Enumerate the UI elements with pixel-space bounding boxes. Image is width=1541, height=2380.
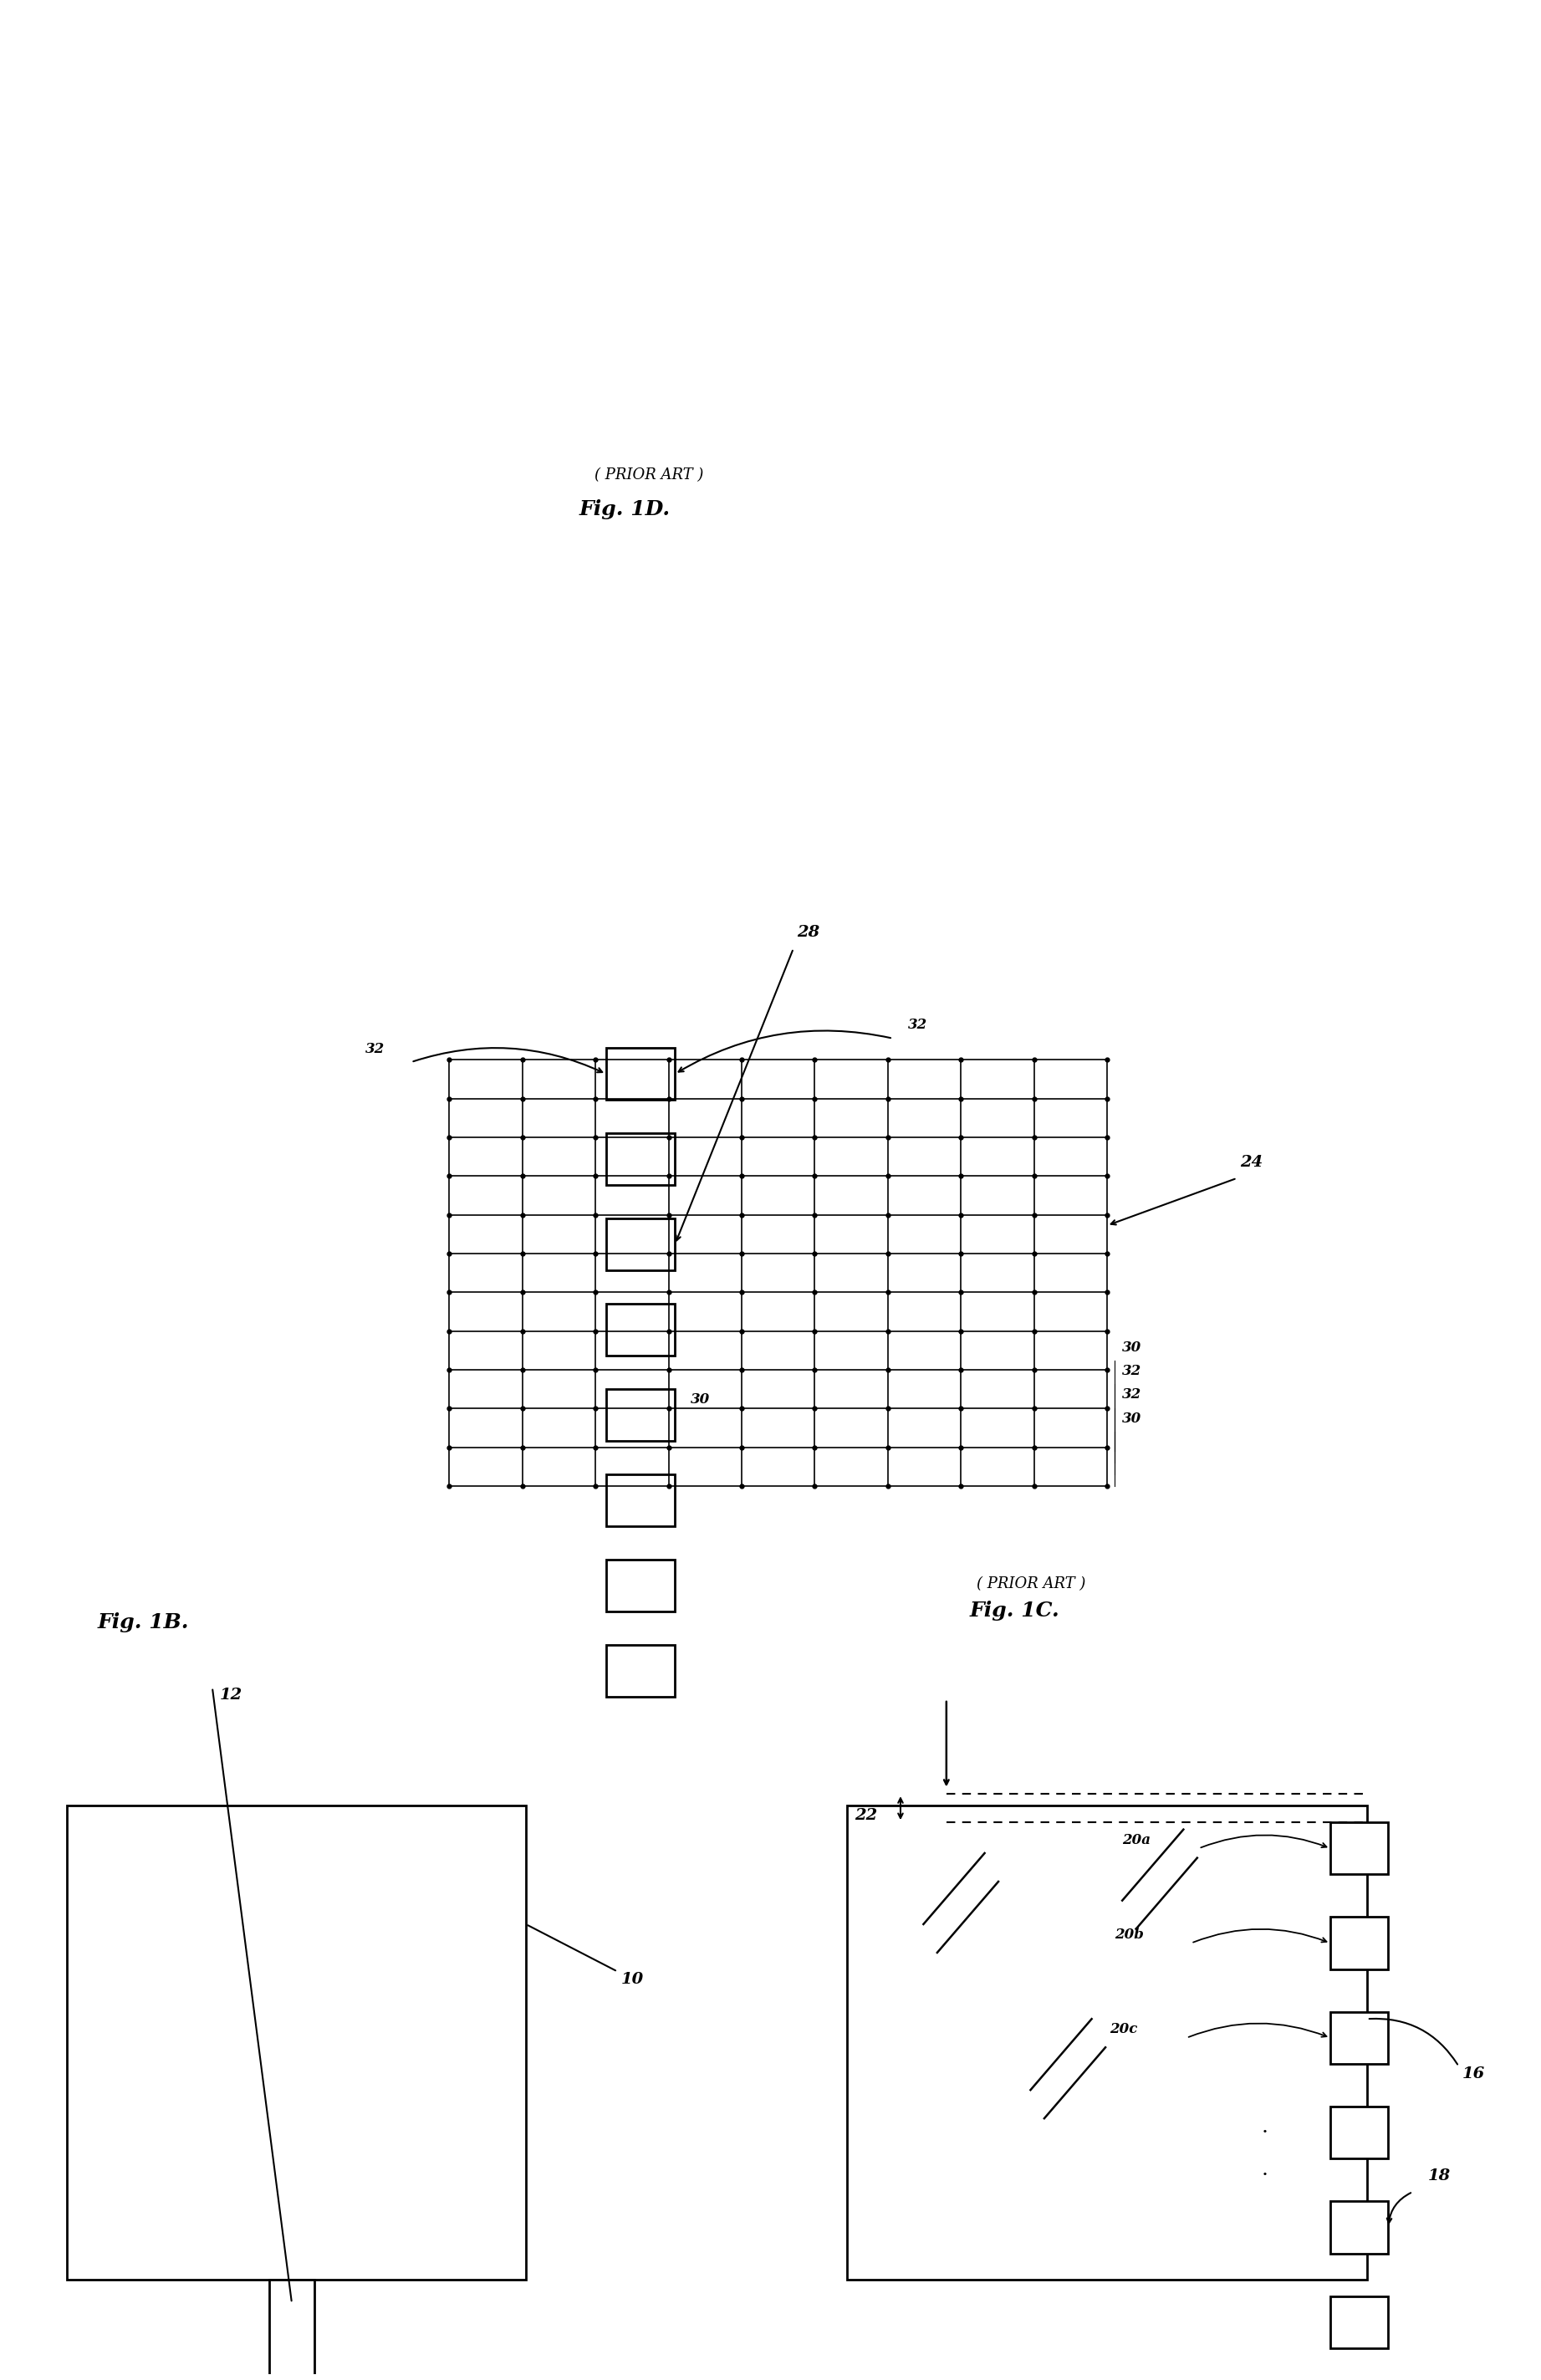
Text: 22: 22 <box>855 1809 877 1823</box>
Text: 32: 32 <box>1122 1388 1142 1402</box>
Text: 20c: 20c <box>1110 2023 1137 2037</box>
Bar <box>1330 2011 1388 2063</box>
Text: 10: 10 <box>621 1971 644 1987</box>
Bar <box>1330 1823 1388 1875</box>
Bar <box>606 1645 675 1697</box>
Bar <box>606 1133 675 1185</box>
Text: .: . <box>1262 2161 1268 2180</box>
Text: 16: 16 <box>1462 2066 1484 2082</box>
Text: Fig. 1D.: Fig. 1D. <box>579 500 670 519</box>
Text: Fig. 1C.: Fig. 1C. <box>969 1599 1059 1621</box>
Text: ( PRIOR ART ): ( PRIOR ART ) <box>977 1576 1086 1592</box>
Text: Fig. 1B.: Fig. 1B. <box>97 1611 190 1633</box>
Text: 24: 24 <box>1241 1154 1262 1169</box>
Bar <box>66 1806 525 2280</box>
Bar <box>268 2280 314 2380</box>
Bar <box>606 1304 675 1357</box>
Bar <box>606 1473 675 1526</box>
Bar <box>606 1219 675 1271</box>
Bar <box>848 1806 1367 2280</box>
Bar <box>606 1047 675 1100</box>
Text: 12: 12 <box>220 1687 242 1702</box>
Text: 32: 32 <box>908 1019 928 1033</box>
Text: .: . <box>1262 2118 1268 2137</box>
Bar <box>1330 2106 1388 2159</box>
Text: 20b: 20b <box>1114 1928 1143 1942</box>
Text: 18: 18 <box>1429 2168 1452 2182</box>
Text: ( PRIOR ART ): ( PRIOR ART ) <box>595 469 704 483</box>
Bar <box>1330 1918 1388 1968</box>
Bar <box>606 1559 675 1611</box>
Text: 30: 30 <box>690 1392 710 1407</box>
Bar <box>1330 2297 1388 2349</box>
Text: 20a: 20a <box>1122 1833 1151 1847</box>
Text: 30: 30 <box>1122 1411 1142 1426</box>
Text: 32: 32 <box>1122 1364 1142 1378</box>
Bar <box>1330 2202 1388 2254</box>
Text: 30: 30 <box>1122 1340 1142 1354</box>
Text: 32: 32 <box>365 1042 385 1057</box>
Text: 28: 28 <box>797 926 820 940</box>
Bar <box>606 1390 675 1440</box>
